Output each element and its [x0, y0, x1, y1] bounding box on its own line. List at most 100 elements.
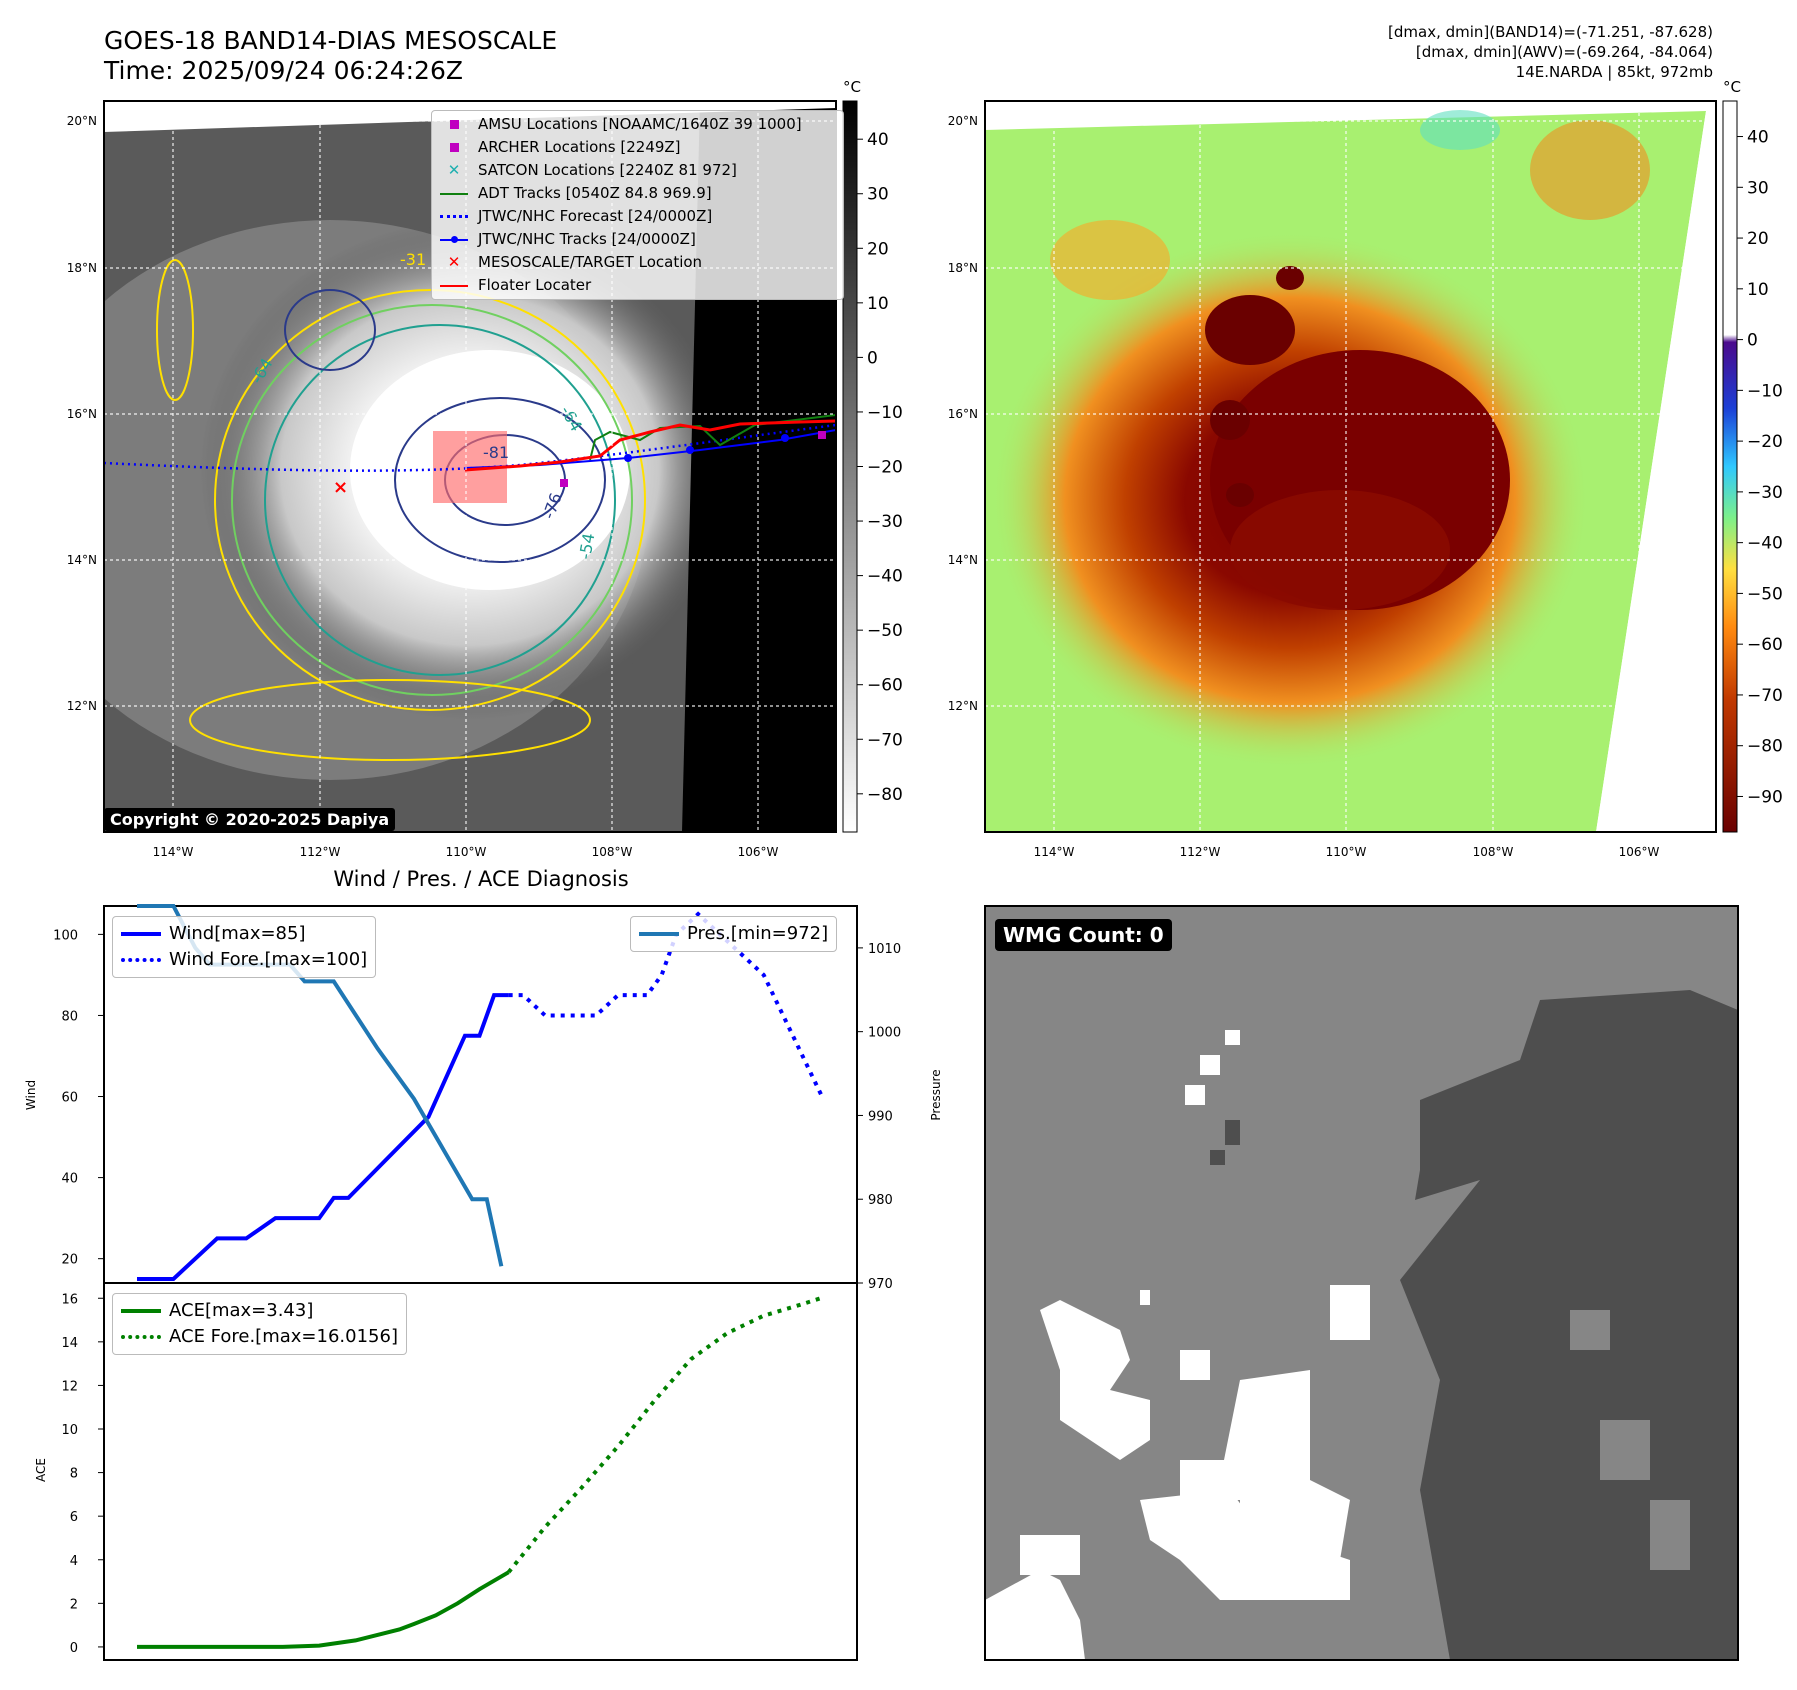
y-tick-label: 12	[61, 1379, 78, 1394]
info-line-2: [dmax, dmin](AWV)=(-69.264, -84.064)	[1415, 43, 1713, 61]
lon-label: 110°W	[446, 845, 487, 859]
pressure-legend: Pres.[min=972]	[630, 916, 838, 952]
legend-entry: Pres.[min=972]	[639, 921, 828, 947]
lon-label: 108°W	[592, 845, 633, 859]
colorbar-tick-label: −40	[1747, 534, 1783, 554]
lon-label: 110°W	[1326, 845, 1367, 859]
lat-label: 12°N	[67, 699, 97, 713]
line-dot-icon	[438, 230, 470, 250]
dotted-line-icon	[438, 207, 470, 227]
colorbar-tick-label: 30	[867, 185, 889, 205]
y-tick-label: 16	[61, 1292, 78, 1307]
colorbar-tick-label: −30	[867, 512, 903, 532]
title-line-2: Time: 2025/09/24 06:24:26Z	[104, 56, 463, 85]
y-tick-label: 60	[61, 1091, 78, 1106]
lat-label: 12°N	[948, 699, 978, 713]
x-marker-icon: ✕	[447, 161, 461, 179]
colorbar-tick-label: −60	[867, 676, 903, 696]
wind-ylabel: Wind	[24, 1080, 38, 1110]
y-tick-label: 8	[70, 1467, 78, 1482]
legend-entry: ADT Tracks [0540Z 84.8 969.9]	[438, 182, 837, 205]
colorbar-tick-label: −80	[867, 785, 903, 805]
adt-track	[589, 414, 836, 461]
wmg-count: WMG Count: 0	[995, 919, 1172, 951]
ace-ylabel: ACE	[34, 1458, 48, 1482]
colorbar-tick-label: 20	[867, 239, 889, 259]
y2-tick-label: 1000	[868, 1026, 901, 1041]
colorbar-tick-label: −50	[867, 621, 903, 641]
contour-label: -31	[400, 250, 426, 269]
legend-entry: ✕ SATCON Locations [2240Z 81 972]	[438, 159, 837, 182]
series-line	[507, 1295, 823, 1574]
colorbar-tick-label: −40	[867, 567, 903, 587]
x-marker-icon: ✕	[447, 253, 461, 271]
gray-colorbar-unit: °C	[843, 78, 861, 96]
lat-label: 20°N	[67, 114, 97, 128]
contour-label: -54	[575, 532, 598, 561]
figure-title: GOES-18 BAND14-DIAS MESOSCALE Time: 2025…	[104, 26, 557, 86]
lon-label: 114°W	[153, 845, 194, 859]
dotted-line-icon	[121, 958, 161, 962]
map-legend: AMSU Locations [NOAAMC/1640Z 39 1000] ARC…	[431, 110, 844, 300]
colorbar-tick-label: −70	[1747, 686, 1783, 706]
square-marker-icon	[438, 115, 470, 135]
colorbar-tick-label: 0	[1747, 331, 1758, 351]
forecast-track	[104, 423, 836, 472]
colorbar-tick-label: 20	[1747, 229, 1769, 249]
legend-entry: ✕ MESOSCALE/TARGET Location	[438, 251, 837, 274]
colorbar-tick-label: −20	[1747, 432, 1783, 452]
colorbar-tick-label: −60	[1747, 635, 1783, 655]
lat-label: 20°N	[948, 114, 978, 128]
legend-entry: JTWC/NHC Forecast [24/0000Z]	[438, 205, 837, 228]
square-marker-icon	[438, 138, 470, 158]
lat-label: 14°N	[67, 553, 97, 567]
lat-label: 18°N	[948, 261, 978, 275]
legend-entry: Wind[max=85]	[121, 921, 367, 947]
y-tick-label: 20	[61, 1253, 78, 1268]
colorbar-tick-label: 0	[867, 348, 878, 368]
legend-entry: Wind Fore.[max=100]	[121, 947, 367, 973]
y-tick-label: 4	[70, 1554, 78, 1569]
info-line-1: [dmax, dmin](BAND14)=(-71.251, -87.628)	[1388, 23, 1713, 41]
y-tick-label: 0	[70, 1641, 78, 1656]
awv-map	[985, 101, 1716, 832]
y2-tick-label: 970	[868, 1277, 893, 1292]
lon-label: 108°W	[1473, 845, 1514, 859]
lat-label: 16°N	[948, 407, 978, 421]
ace-legend: ACE[max=3.43] ACE Fore.[max=16.0156]	[112, 1293, 407, 1355]
lon-label: 112°W	[300, 845, 341, 859]
y-tick-label: 10	[61, 1423, 78, 1438]
line-icon	[438, 276, 470, 296]
lat-label: 16°N	[67, 407, 97, 421]
lon-label: 106°W	[738, 845, 779, 859]
colorbar-tick-label: −90	[1747, 787, 1783, 807]
colorbar-tick-label: −30	[1747, 483, 1783, 503]
y2-tick-label: 980	[868, 1193, 893, 1208]
series-line	[137, 993, 509, 1281]
figure-info: [dmax, dmin](BAND14)=(-71.251, -87.628) …	[1388, 22, 1713, 82]
color-colorbar	[1722, 100, 1738, 833]
y-tick-label: 100	[53, 928, 78, 943]
solid-line-icon	[639, 932, 679, 936]
colorbar-tick-label: −80	[1747, 737, 1783, 757]
legend-entry: Floater Locater	[438, 274, 837, 297]
y2-tick-label: 990	[868, 1109, 893, 1124]
series-line	[508, 911, 824, 1098]
info-line-3: 14E.NARDA | 85kt, 972mb	[1515, 63, 1713, 81]
color-colorbar-unit: °C	[1723, 78, 1741, 96]
y2-tick-label: 1010	[868, 942, 901, 957]
legend-entry: ACE Fore.[max=16.0156]	[121, 1324, 398, 1350]
lon-label: 114°W	[1034, 845, 1075, 859]
diagnosis-title: Wind / Pres. / ACE Diagnosis	[333, 867, 628, 891]
y-tick-label: 6	[70, 1510, 78, 1525]
legend-entry: JTWC/NHC Tracks [24/0000Z]	[438, 228, 837, 251]
colorbar-tick-label: −70	[867, 730, 903, 750]
series-line	[137, 1570, 510, 1649]
y-tick-label: 80	[61, 1009, 78, 1024]
legend-entry: ACE[max=3.43]	[121, 1298, 398, 1324]
lat-label: 18°N	[67, 261, 97, 275]
legend-entry: AMSU Locations [NOAAMC/1640Z 39 1000]	[438, 113, 837, 136]
y-tick-label: 40	[61, 1172, 78, 1187]
colorbar-tick-label: −10	[867, 403, 903, 423]
